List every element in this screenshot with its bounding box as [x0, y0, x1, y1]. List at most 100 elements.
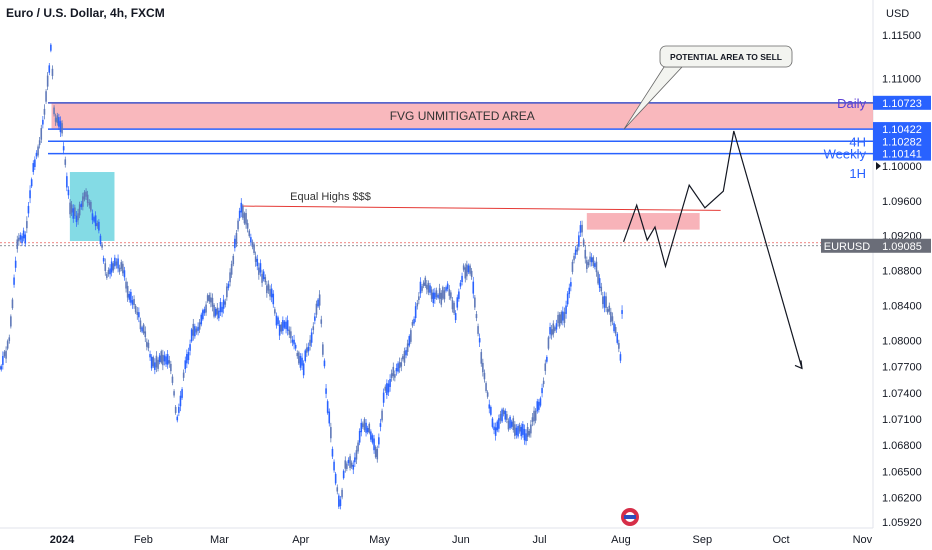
candle-body [22, 230, 25, 239]
level-label: Weekly [824, 147, 867, 162]
candle-body [102, 257, 105, 262]
candle-body [430, 289, 433, 299]
candle-body [480, 352, 483, 364]
candle-body [307, 346, 310, 352]
candle-body [427, 282, 430, 293]
candle-body [93, 217, 95, 222]
candle-body [414, 306, 417, 319]
candle-body [318, 294, 321, 306]
candle-body [488, 404, 491, 409]
candle-body [558, 314, 561, 327]
candle-body [61, 123, 63, 134]
candle-body [472, 281, 475, 294]
candle-body [546, 356, 548, 362]
candle-body [442, 287, 444, 299]
candle-body [323, 360, 326, 367]
candle-body [114, 257, 116, 267]
candle-body [195, 328, 198, 333]
candle-body [494, 427, 497, 436]
candle-body [534, 410, 537, 421]
candle-body [203, 309, 206, 314]
candle-body [301, 357, 303, 366]
candle-body [278, 324, 281, 336]
candle-body [403, 350, 406, 363]
candle-body [27, 205, 30, 214]
candle-body [486, 392, 489, 397]
candle-body [251, 241, 254, 247]
level-label: Daily [837, 96, 866, 111]
candle-body [400, 362, 403, 367]
candle-body [283, 321, 286, 328]
candle-body [293, 339, 295, 345]
y-tick-label: 1.09600 [882, 196, 922, 208]
candle-body [120, 262, 123, 269]
candle-body [5, 350, 7, 359]
candle-body [579, 225, 582, 233]
candle-body [96, 223, 99, 227]
candle-body [552, 323, 555, 335]
candle-body [395, 368, 398, 372]
candle-body [26, 221, 28, 229]
fvg-zone [51, 103, 873, 130]
candle-body [282, 319, 284, 331]
candle-body [130, 291, 132, 303]
candle-body [88, 202, 91, 206]
candle-body [54, 117, 57, 122]
candle-body [499, 413, 502, 421]
candle-body [501, 409, 503, 422]
candle-body [37, 146, 39, 156]
candle-body [350, 462, 353, 467]
candle-body [365, 422, 367, 433]
candle-body [286, 320, 289, 331]
candle-body [56, 115, 59, 124]
candle-body [424, 277, 427, 286]
candle-body [142, 324, 145, 334]
candle-body [219, 301, 222, 313]
candle-body [440, 292, 443, 305]
candle-body [584, 249, 587, 259]
candle-body [8, 337, 11, 341]
chart-title: Euro / U.S. Dollar, 4h, FXCM [6, 6, 165, 20]
candle-body [222, 299, 225, 309]
candle-body [72, 208, 75, 219]
y-tick-label: 1.07100 [882, 414, 922, 426]
candle-body [509, 416, 511, 429]
candle-body [379, 423, 382, 427]
candle-body [357, 442, 359, 452]
candle-body [416, 303, 419, 307]
candle-body [208, 294, 211, 302]
candle-body [589, 256, 591, 262]
candle-body [70, 204, 73, 213]
candle-body [347, 459, 350, 464]
candle-body [152, 357, 155, 367]
candle-body [221, 306, 223, 313]
candle-body [64, 159, 67, 165]
candle-body [139, 320, 142, 330]
candle-body [131, 300, 134, 305]
candle-body [518, 424, 521, 432]
candle-body [309, 339, 311, 346]
candle-body [78, 204, 81, 216]
candle-body [402, 356, 404, 360]
candle-body [310, 332, 313, 343]
candle-body [115, 261, 118, 266]
candle-body [603, 296, 606, 308]
candle-body [389, 378, 391, 387]
x-tick-label: Jun [452, 534, 470, 546]
candle-body [240, 202, 243, 213]
currency-label[interactable]: USD [886, 8, 910, 20]
candle-body [606, 309, 609, 313]
candle-body [94, 215, 97, 227]
candle-body [19, 234, 22, 240]
candle-body [344, 460, 347, 469]
x-tick-label: Nov [853, 534, 873, 546]
candle-body [544, 363, 547, 371]
y-tick-label: 1.06200 [882, 493, 922, 505]
candle-body [565, 305, 567, 314]
candle-body [563, 312, 566, 323]
callout-text: POTENTIAL AREA TO SELL [670, 52, 782, 62]
candle-body [280, 324, 283, 332]
candle-body [6, 341, 9, 349]
candle-body [478, 338, 481, 343]
candle-body [405, 350, 407, 356]
